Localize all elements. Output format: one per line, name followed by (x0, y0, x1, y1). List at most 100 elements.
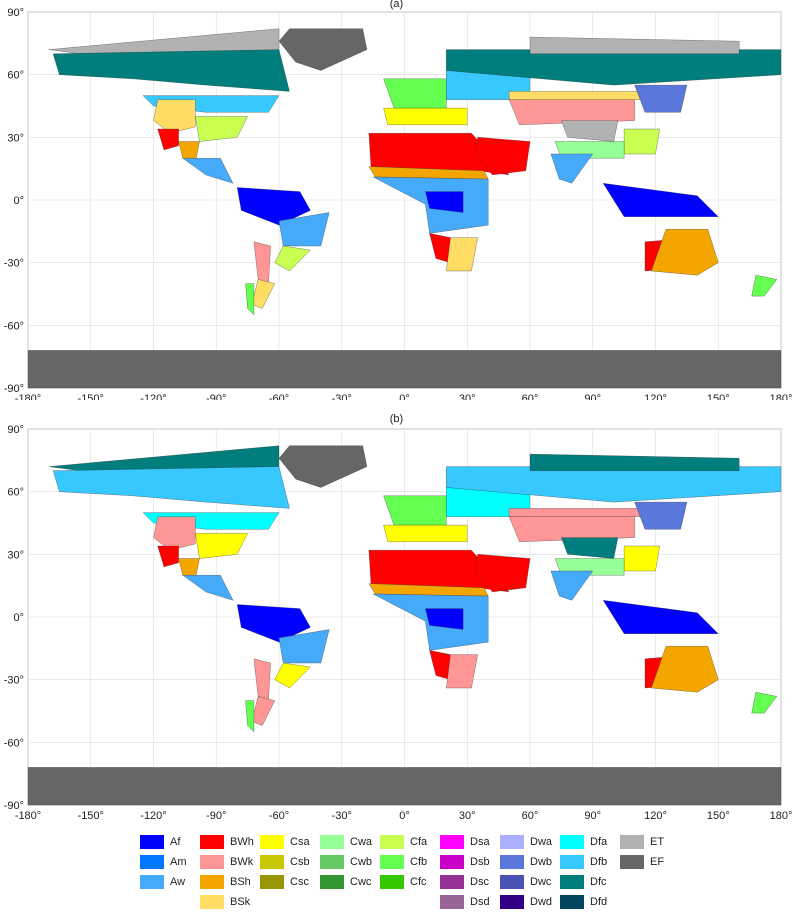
legend-item-aw: Aw (140, 875, 185, 889)
panel-b-map-area: -180° -150° -120° -90° -60° -30° 0° 30° 60° 90° 12… (4, 424, 793, 822)
legend-item-cfc: Cfc (380, 875, 427, 889)
legend-label: Cwb (350, 856, 373, 868)
legend-swatch (380, 875, 404, 889)
panel-a-zone-bsk (446, 237, 478, 272)
panel-a-zone-csa (383, 107, 468, 125)
panel-a-x-tick-label: -180° (15, 393, 41, 400)
panel-b-zone-af (602, 600, 719, 634)
panel-a-zone-ef (27, 350, 782, 389)
legend-swatch (500, 895, 524, 909)
panel-a-zone-bsk (153, 99, 196, 134)
legend-swatch (260, 875, 284, 889)
legend-item-cfb: Cfb (380, 855, 427, 869)
legend-label: Cfc (410, 876, 427, 888)
legend-label: EF (650, 856, 665, 868)
legend-label: BWh (230, 836, 254, 848)
panel-b-zone-ef (27, 767, 782, 806)
legend-swatch (440, 875, 464, 889)
map-a-svg: -180° -150° -120° -90° -60° -30° 0° 30° 60° 90° 12… (4, 7, 793, 400)
legend-swatch (200, 875, 224, 889)
panel-b-zone-csa (383, 524, 468, 542)
legend-swatch (440, 895, 464, 909)
legend-swatch (500, 835, 524, 849)
panel-a-x-tick-label: 120° (644, 393, 667, 400)
panel-a-y-tick-label: -90° (4, 383, 24, 395)
panel-b-zone-dfc (529, 453, 740, 471)
panel-a-zone-bsk (508, 91, 656, 100)
legend-swatch (140, 855, 164, 869)
legend-item-bwk: BWk (200, 855, 253, 869)
legend-item-dwc: Dwc (500, 875, 551, 889)
panel-b-zone-aw (182, 575, 234, 601)
legend-item-cwa: Cwa (320, 835, 372, 849)
legend-item-cwb: Cwb (320, 855, 372, 869)
legend-swatch (380, 835, 404, 849)
legend-swatch (200, 855, 224, 869)
panel-a-label: (a) (389, 0, 404, 10)
panel-b-x-tick-label: 150° (707, 810, 730, 822)
panel-a-x-tick-label: -150° (78, 393, 104, 400)
panel-a-zone-cfb (245, 283, 255, 316)
legend-label: Aw (170, 876, 186, 888)
panel-b-zone-bwh (157, 545, 179, 568)
legend-item-dsc: Dsc (440, 875, 489, 889)
panel-b-y-tick-label: 30° (7, 549, 24, 561)
legend-label: Csc (290, 876, 309, 888)
legend-label: Dfc (590, 876, 607, 888)
legend-item-dfc: Dfc (560, 875, 607, 889)
panel-b-x-tick-label: 180° (770, 810, 793, 822)
legend-swatch (560, 875, 584, 889)
panel-a-x-tick-label: 60° (522, 393, 539, 400)
legend-swatch (500, 855, 524, 869)
legend-item-cfa: Cfa (380, 835, 427, 849)
legend-swatch (380, 855, 404, 869)
panel-a-zone-af (425, 191, 464, 213)
panel-a-zone-dwb (634, 84, 688, 113)
panel-a-x-tick-label: 30° (459, 393, 476, 400)
panel-a-zone-aw (278, 212, 330, 247)
legend-swatch (320, 875, 344, 889)
legend-label: Dsa (470, 836, 490, 848)
legend-label: BSh (230, 876, 251, 888)
legend-label: Dfd (590, 896, 608, 908)
legend-label: Dsc (470, 876, 489, 888)
panel-a-zone-aw (550, 153, 594, 184)
panel-a-zone-cfb (751, 275, 778, 297)
panel-b-zone-bwk (446, 654, 478, 689)
panel-a-zone-bsh (651, 229, 719, 276)
legend-label: Af (170, 836, 181, 848)
panel-b-zone-af (425, 608, 464, 630)
panel-b-zone-aw (550, 570, 594, 601)
legend-swatch (140, 875, 164, 889)
legend-swatch (560, 895, 584, 909)
map-panel-b: (b) -180° -150° -120° -90° -60° -30° 0° 30° 60° 9… (0, 413, 793, 822)
legend-swatch (260, 855, 284, 869)
panel-b-zone-bwk (153, 516, 196, 551)
panel-a-x-tick-label: 0° (399, 393, 410, 400)
legend-label: Dsb (470, 856, 490, 868)
legend-swatch (260, 835, 284, 849)
panel-b-x-tick-label: -150° (78, 810, 104, 822)
panel-a-x-tick-label: 180° (770, 393, 793, 400)
legend-item-csa: Csa (260, 835, 310, 849)
panel-b-zone-cfb (751, 692, 778, 714)
legend-swatch (620, 835, 644, 849)
legend-label: Dsd (470, 896, 490, 908)
panel-a-zone-cfa (274, 245, 311, 272)
legend-item-dsd: Dsd (440, 895, 490, 909)
legend-label: Dfb (590, 856, 608, 868)
panel-b-y-tick-label: 90° (7, 424, 24, 436)
panel-b-zone-dfb (52, 466, 290, 509)
legend-label: Cwc (350, 876, 372, 888)
legend-item-et: ET (620, 835, 664, 849)
panel-a-x-tick-label: -90° (206, 393, 226, 400)
map-b-svg: -180° -150° -120° -90° -60° -30° 0° 30° 60° 90° 12… (4, 424, 793, 822)
panel-b-x-tick-label: 0° (399, 810, 410, 822)
panel-a-x-tick-label: -120° (140, 393, 166, 400)
legend-item-csb: Csb (260, 855, 310, 869)
legend-label: Cwa (350, 836, 373, 848)
panel-a-zone-cfa (195, 116, 248, 142)
legend-item-csc: Csc (260, 875, 309, 889)
legend-swatch (140, 835, 164, 849)
legend-swatch (440, 835, 464, 849)
